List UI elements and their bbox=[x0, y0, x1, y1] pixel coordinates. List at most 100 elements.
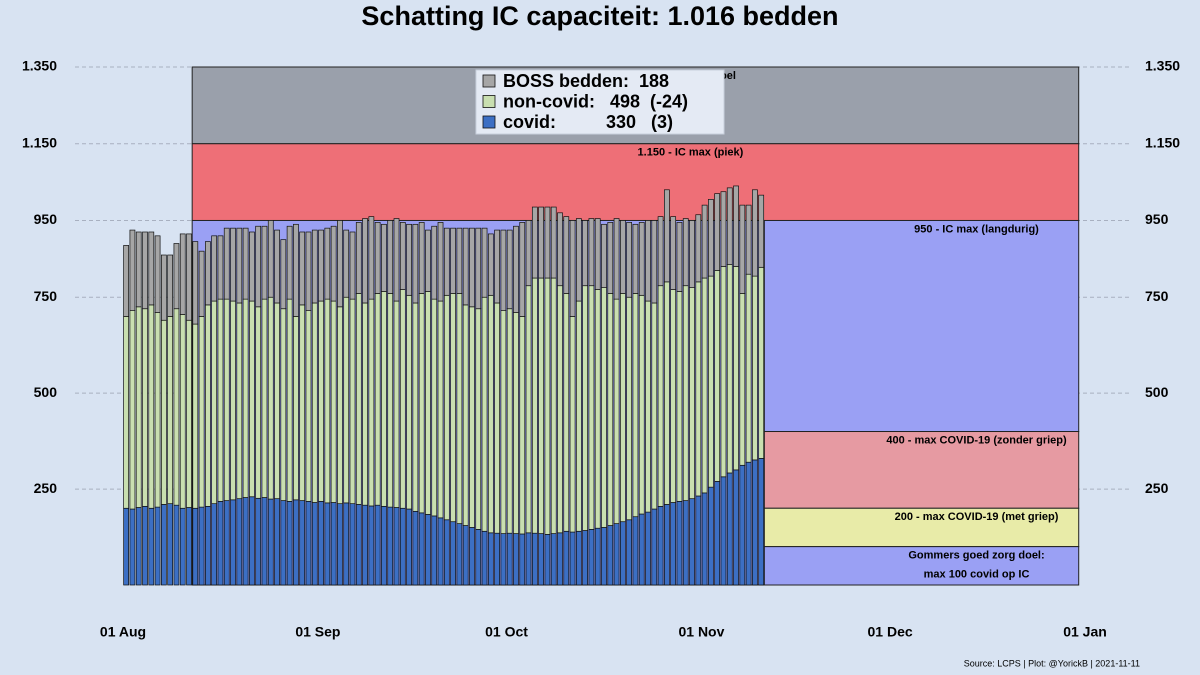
bar-segment bbox=[198, 250, 205, 317]
bar-segment bbox=[154, 235, 161, 313]
bar-segment bbox=[418, 293, 425, 514]
bar-segment bbox=[412, 223, 419, 304]
bar-segment bbox=[192, 507, 199, 586]
bar-segment bbox=[544, 277, 551, 535]
bar-segment bbox=[362, 302, 368, 506]
bar-segment bbox=[494, 532, 500, 586]
bar-segment bbox=[682, 285, 689, 501]
bar-segment bbox=[550, 206, 557, 279]
bar-segment bbox=[519, 533, 526, 586]
bar-segment bbox=[154, 312, 161, 508]
bar-segment bbox=[531, 532, 538, 586]
bar-segment bbox=[638, 294, 645, 515]
bar-segment bbox=[135, 306, 142, 508]
bar-segment bbox=[557, 212, 563, 287]
bar-segment bbox=[569, 531, 576, 586]
bar-segment bbox=[217, 235, 224, 300]
bar-segment bbox=[311, 502, 318, 586]
bar-segment bbox=[324, 298, 331, 504]
bar-segment bbox=[475, 529, 482, 586]
bar-segment bbox=[217, 501, 224, 586]
bar-segment bbox=[519, 316, 526, 535]
bar-segment bbox=[607, 293, 614, 526]
bar-segment bbox=[280, 308, 287, 501]
bar-segment bbox=[148, 304, 155, 509]
bar-segment bbox=[192, 241, 199, 325]
bar-segment bbox=[129, 310, 136, 510]
bar-segment bbox=[242, 497, 249, 586]
bar-segment bbox=[123, 245, 130, 317]
bar-segment bbox=[343, 502, 350, 586]
bar-segment bbox=[148, 507, 155, 586]
bar-segment bbox=[676, 222, 683, 292]
bar-segment bbox=[487, 233, 494, 296]
bar-segment bbox=[632, 223, 639, 294]
bar-segment bbox=[217, 298, 224, 502]
bar-segment bbox=[198, 506, 205, 586]
bar-segment bbox=[230, 227, 236, 302]
bar-segment bbox=[242, 298, 249, 498]
bar-segment bbox=[670, 289, 677, 503]
bar-segment bbox=[752, 459, 758, 586]
bar-segment bbox=[695, 495, 702, 586]
bar-segment bbox=[500, 229, 507, 312]
bar-segment bbox=[745, 461, 752, 586]
bar-segment bbox=[450, 293, 456, 523]
bar-segment bbox=[745, 273, 752, 463]
bar-segment bbox=[506, 229, 513, 310]
bar-segment bbox=[393, 507, 400, 586]
bar-segment bbox=[142, 231, 148, 310]
bar-segment bbox=[708, 199, 714, 277]
bar-segment bbox=[161, 504, 167, 586]
band-label: 1.150 - IC max (piek) bbox=[638, 147, 744, 159]
y2-tick-label: 500 bbox=[1145, 384, 1169, 400]
bar-segment bbox=[318, 300, 324, 502]
bar-segment bbox=[223, 500, 230, 586]
legend-label: BOSS bedden: 188 bbox=[503, 71, 669, 91]
bar-segment bbox=[569, 316, 576, 533]
bar-segment bbox=[381, 223, 387, 292]
bar-segment bbox=[318, 501, 324, 586]
bar-segment bbox=[431, 225, 438, 300]
y-tick-label: 1.150 bbox=[22, 134, 57, 150]
bar-segment bbox=[443, 294, 450, 521]
bar-segment bbox=[173, 504, 180, 586]
bar-segment bbox=[500, 533, 507, 586]
bar-segment bbox=[513, 312, 519, 534]
bar-segment bbox=[714, 481, 721, 586]
bar-segment bbox=[148, 231, 155, 306]
bar-segment bbox=[538, 206, 544, 279]
bar-segment bbox=[513, 533, 519, 586]
bar-segment bbox=[286, 501, 293, 586]
bar-segment bbox=[689, 498, 695, 586]
bar-segment bbox=[481, 296, 488, 532]
bar-segment bbox=[236, 227, 243, 304]
bar-segment bbox=[267, 296, 274, 500]
bar-segment bbox=[425, 291, 431, 515]
bar-segment bbox=[450, 521, 456, 586]
bar-segment bbox=[450, 227, 456, 294]
bar-segment bbox=[664, 281, 670, 505]
bar-segment bbox=[619, 521, 626, 586]
bar-segment bbox=[261, 298, 268, 498]
bar-segment bbox=[267, 220, 274, 298]
y2-tick-label: 1.150 bbox=[1145, 134, 1180, 150]
bar-segment bbox=[462, 304, 469, 526]
bar-segment bbox=[682, 500, 689, 586]
bar-segment bbox=[519, 222, 526, 317]
bar-segment bbox=[531, 206, 538, 279]
bar-segment bbox=[198, 316, 205, 508]
bar-segment bbox=[443, 227, 450, 296]
bar-segment bbox=[230, 300, 236, 501]
bar-segment bbox=[255, 497, 262, 586]
bar-segment bbox=[355, 222, 362, 294]
source: Source: LCPS | Plot: @YorickB | 2021-11-… bbox=[964, 658, 1140, 668]
bar-segment bbox=[550, 533, 557, 586]
bar-segment bbox=[563, 530, 570, 586]
band bbox=[763, 507, 1080, 548]
bar-segment bbox=[293, 223, 299, 317]
bar-segment bbox=[475, 227, 482, 310]
bar-segment bbox=[161, 254, 167, 321]
bar-segment bbox=[406, 294, 412, 510]
